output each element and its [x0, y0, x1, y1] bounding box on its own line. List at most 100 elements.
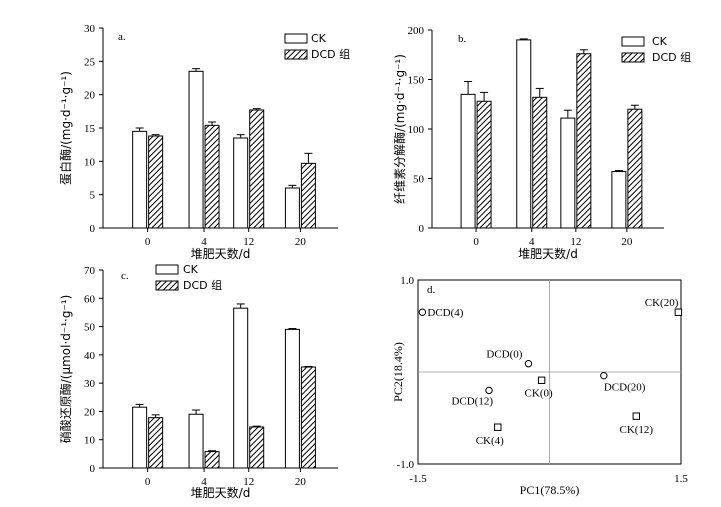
- bar-ck: [233, 137, 249, 229]
- point-ck: [674, 308, 683, 316]
- legend-swatch-ck: [284, 33, 308, 44]
- y-tick-label: 50: [413, 174, 425, 186]
- y-tick-label: 150: [408, 75, 425, 87]
- y-tick-label: 10: [84, 435, 96, 447]
- y-axis-label: 纤维素分解酶/(mg·d⁻¹·g⁻¹): [392, 54, 407, 204]
- point-dcd: [524, 360, 533, 368]
- bar-dcd: [204, 451, 220, 469]
- y-tick-label: 10: [84, 156, 96, 168]
- bar-dcd: [249, 109, 265, 229]
- bar-dcd: [476, 100, 492, 229]
- bar-ck: [284, 328, 300, 469]
- x-tick-label: 12: [243, 476, 254, 488]
- bar-dcd: [300, 366, 316, 469]
- y-tick-label: 40: [84, 350, 96, 362]
- legend-label-dcd: DCD 组: [311, 47, 350, 61]
- bar-ck: [560, 117, 576, 229]
- bar-ck: [284, 187, 300, 229]
- point-dcd: [600, 371, 608, 380]
- legend-label-ck: CK: [183, 263, 199, 276]
- x-axis-label: 堆肥天数/d: [191, 485, 251, 500]
- bar-dcd: [576, 53, 592, 229]
- x-axis-label: 堆肥天数/d: [518, 246, 578, 261]
- point-label: DCD(20): [604, 382, 646, 394]
- y-tick-label: 5: [90, 190, 96, 202]
- y-tick-label: 0: [419, 223, 425, 235]
- point-ck: [537, 376, 546, 384]
- x-tick-label: 20: [621, 236, 633, 248]
- legend-label-dcd: DCD 组: [652, 50, 691, 64]
- y-axis-label: PC2(18.4%): [391, 342, 405, 402]
- point-ck: [632, 412, 640, 420]
- x-tick-label: 0: [145, 476, 151, 488]
- legend-swatch-dcd: [621, 52, 645, 63]
- legend-swatch-dcd: [284, 49, 308, 60]
- y-tick-label: 70: [84, 265, 96, 277]
- bar-dcd: [627, 108, 643, 229]
- y-tick-label: 30: [84, 23, 96, 35]
- y-tick-label: 15: [84, 123, 96, 135]
- point-label: CK(0): [525, 387, 553, 399]
- bar-ck: [611, 171, 627, 229]
- y-tick-label: 30: [84, 378, 96, 390]
- legend-label-ck: CK: [311, 32, 327, 45]
- bar-ck: [460, 93, 476, 229]
- panel-label: b.: [458, 33, 467, 45]
- bar-ck: [233, 307, 249, 469]
- x-tick-label: 0: [145, 236, 151, 248]
- legend-label-ck: CK: [652, 35, 668, 48]
- bar-dcd: [148, 135, 164, 229]
- y-tick-label: 0: [90, 463, 96, 475]
- y-tick-label: -1.0: [397, 459, 415, 471]
- point-label: CK(12): [619, 424, 653, 436]
- bar-dcd: [249, 426, 265, 469]
- point-label: CK(4): [476, 435, 504, 447]
- x-tick-label: 4: [201, 476, 207, 488]
- point-ck: [494, 423, 502, 431]
- y-tick-label: 1.0: [400, 275, 414, 287]
- y-axis-label: 硝酸还原酶/(μmol·d⁻¹·g⁻¹): [58, 295, 73, 444]
- point-dcd: [485, 386, 493, 395]
- y-tick-label: 20: [84, 90, 96, 102]
- legend-swatch-ck: [621, 36, 645, 47]
- panel-label: d.: [427, 284, 436, 296]
- legend-swatch-ck: [155, 264, 179, 275]
- point-dcd: [418, 308, 427, 316]
- bar-dcd: [532, 96, 548, 229]
- x-axis-label: PC1(78.5%): [520, 483, 580, 497]
- chart-panel-d: -1.5 1.5 -1.0 1.0 d. DCD(4) DCD(0) DCD(12) DCD(2…: [391, 275, 688, 497]
- x-tick-label: 20: [295, 476, 307, 488]
- x-tick-label: 0: [473, 236, 479, 248]
- y-tick-label: 0: [90, 223, 96, 235]
- panel-label: a.: [118, 31, 126, 43]
- x-tick-label: 20: [295, 236, 307, 248]
- bar-ck: [516, 39, 532, 229]
- y-tick-label: 50: [84, 322, 96, 334]
- y-tick-label: 200: [408, 25, 425, 37]
- bar-ck: [132, 406, 148, 469]
- x-tick-label: 4: [201, 236, 207, 248]
- point-label: DCD(4): [427, 307, 463, 319]
- bar-dcd: [204, 124, 220, 229]
- x-tick-label: 4: [529, 236, 535, 248]
- bar-dcd: [300, 162, 316, 229]
- point-label: DCD(0): [486, 349, 522, 361]
- x-tick-label: -1.5: [409, 473, 427, 485]
- y-tick-label: 60: [84, 293, 96, 305]
- x-tick-label: 12: [243, 236, 254, 248]
- y-tick-label: 20: [84, 406, 96, 418]
- y-tick-label: 100: [408, 124, 425, 136]
- bar-ck: [188, 413, 204, 469]
- y-axis-label: 蛋白酶/(mg·d⁻¹·g⁻¹): [58, 71, 73, 185]
- panel-label: c.: [121, 270, 129, 282]
- point-label: CK(20): [645, 297, 679, 309]
- y-tick-label: 25: [84, 56, 96, 68]
- x-axis-label: 堆肥天数/d: [191, 246, 251, 261]
- bar-dcd: [148, 417, 164, 469]
- point-label: DCD(12): [451, 395, 493, 407]
- x-tick-label: 1.5: [674, 473, 688, 485]
- bar-ck: [188, 70, 204, 229]
